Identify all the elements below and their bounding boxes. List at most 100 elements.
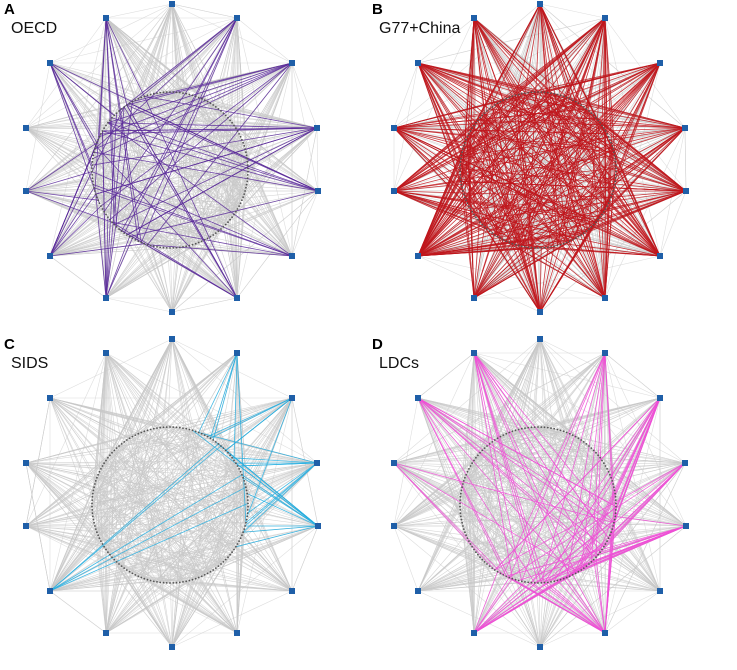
inner-node <box>606 205 608 208</box>
network-edge <box>479 397 661 454</box>
inner-node <box>188 428 191 431</box>
network-edge <box>511 96 541 313</box>
network-edge <box>49 62 93 169</box>
network-edge <box>105 563 120 634</box>
inner-node <box>229 218 232 221</box>
network-edge <box>593 559 606 634</box>
network-edge <box>610 142 687 192</box>
network-edge <box>49 474 243 592</box>
network-edge <box>610 196 661 257</box>
network-edge <box>100 468 211 572</box>
network-edge <box>95 529 107 634</box>
network-edge <box>100 462 318 542</box>
network-edge <box>98 441 216 475</box>
network-edge <box>25 474 99 527</box>
inner-node <box>149 428 152 431</box>
network-edge <box>460 127 686 166</box>
inner-node <box>93 186 95 189</box>
outer-node <box>415 253 421 259</box>
inner-node <box>235 462 237 465</box>
network-edge <box>473 17 488 112</box>
network-edge <box>236 190 319 299</box>
network-edge <box>393 127 590 230</box>
network-edge <box>393 127 614 150</box>
network-edge <box>107 122 319 192</box>
network-edge <box>105 17 145 97</box>
inner-node <box>200 575 203 578</box>
inner-node <box>459 512 462 515</box>
inner-node <box>123 106 126 108</box>
network-edge <box>171 3 238 19</box>
network-edge <box>417 397 613 530</box>
inner-node <box>543 91 546 94</box>
inner-node <box>465 199 467 202</box>
network-edge <box>479 452 606 467</box>
network-edge <box>92 463 236 494</box>
network-edge <box>468 133 606 299</box>
inner-node <box>603 210 605 213</box>
inner-node <box>599 216 601 219</box>
inner-node <box>491 106 494 108</box>
network-edge <box>482 338 541 451</box>
network-edge <box>114 450 205 576</box>
network-edge <box>195 96 249 172</box>
network-edge <box>539 190 614 313</box>
network-edge <box>580 397 661 571</box>
inner-node <box>222 561 225 563</box>
network-edge <box>604 17 686 129</box>
network-edge <box>105 427 161 634</box>
inner-node <box>185 92 188 95</box>
network-edge <box>393 397 661 464</box>
inner-node <box>222 226 225 228</box>
network-edge <box>109 441 216 555</box>
network-edge <box>505 62 661 242</box>
inner-node <box>603 127 605 130</box>
network-edge <box>236 535 243 634</box>
network-edge <box>539 3 608 207</box>
inner-node <box>191 429 194 432</box>
network-edge <box>25 190 99 201</box>
inner-node <box>191 243 194 246</box>
network-edge <box>459 168 687 192</box>
inner-node <box>243 193 246 196</box>
inner-node <box>577 437 580 440</box>
network-edge <box>393 462 541 648</box>
network-edge <box>497 236 606 299</box>
inner-node <box>236 543 239 545</box>
inner-node <box>517 579 520 582</box>
network-edge <box>105 462 318 634</box>
network-edge <box>92 516 171 584</box>
network-edge <box>593 115 686 129</box>
network-edge <box>192 430 246 485</box>
network-edge <box>417 397 606 634</box>
inner-node <box>614 160 617 163</box>
inner-node <box>571 99 574 101</box>
network-edge <box>25 190 238 210</box>
inner-node <box>94 480 97 482</box>
network-edge <box>126 127 318 236</box>
network-edge <box>601 62 661 215</box>
network-edge <box>393 462 504 576</box>
network-edge <box>94 17 238 150</box>
inner-node <box>505 240 508 243</box>
network-edge <box>489 62 661 232</box>
outer-node <box>471 630 477 636</box>
inner-node <box>609 473 611 476</box>
inner-node <box>606 133 608 135</box>
inner-node <box>111 451 113 454</box>
network-edge <box>417 397 504 436</box>
network-edge <box>185 127 318 247</box>
inner-node <box>103 462 105 465</box>
inner-node <box>477 119 479 122</box>
network-edge <box>557 17 606 246</box>
network-edge <box>473 17 555 247</box>
inner-node <box>491 232 494 235</box>
network-edge <box>49 397 248 498</box>
inner-node <box>91 157 94 160</box>
network-edge <box>417 62 475 126</box>
network-edge <box>91 468 240 504</box>
network-edge <box>547 582 606 634</box>
network-edge <box>489 108 687 192</box>
inner-node <box>175 246 178 249</box>
network-edge <box>508 352 606 578</box>
